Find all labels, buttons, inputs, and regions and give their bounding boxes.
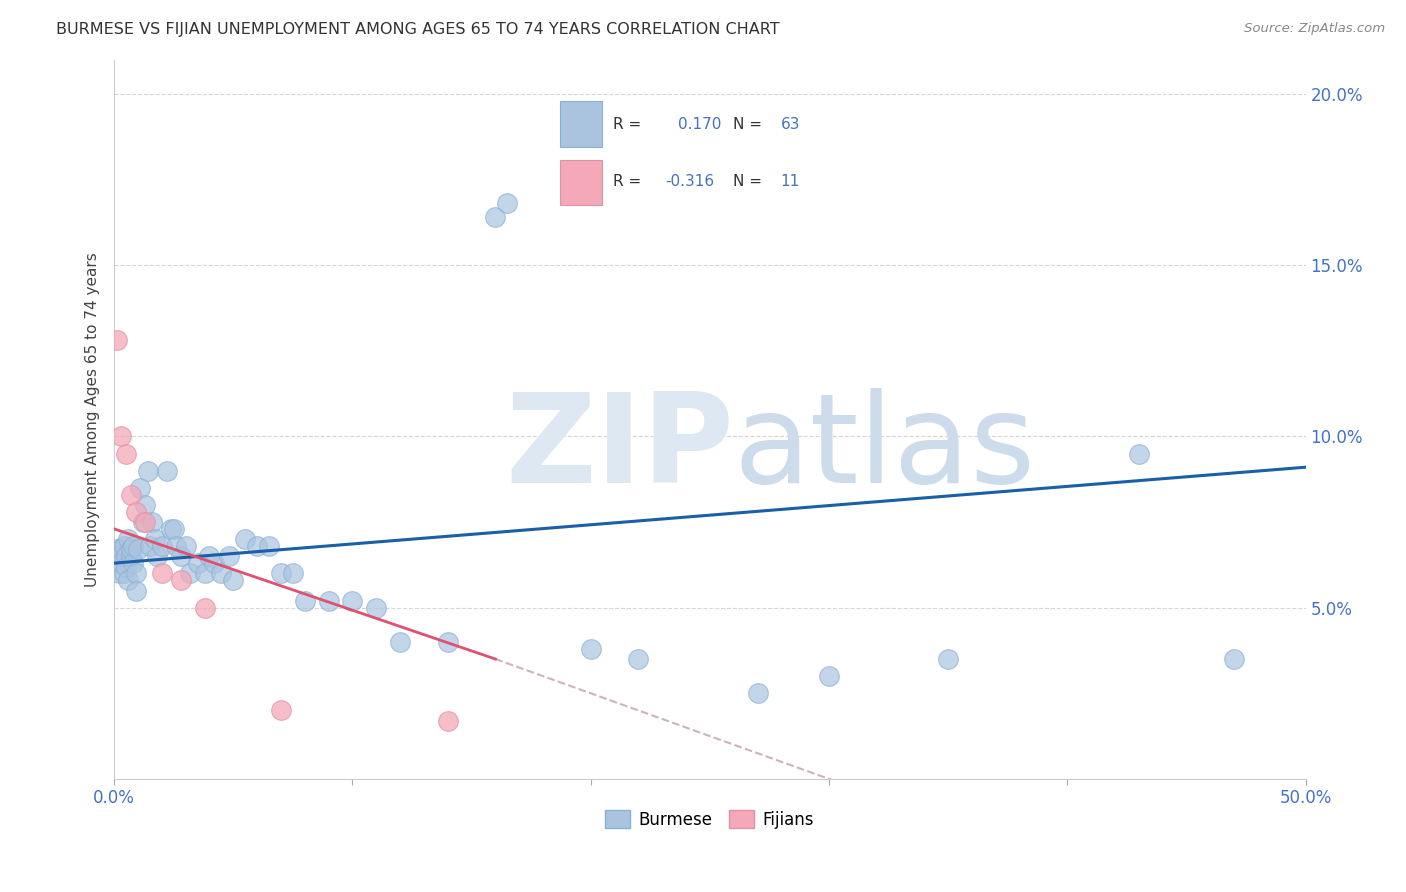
Point [209, 566, 232, 581]
Point [146, 549, 169, 564]
Point [132, 515, 155, 529]
Point [120, 488, 142, 502]
Point [270, 566, 292, 581]
Point [484, 210, 506, 224]
Legend: Burmese, Fijians: Burmese, Fijians [599, 804, 821, 835]
Point [1223, 652, 1246, 666]
Point [436, 635, 458, 649]
Point [194, 566, 217, 581]
Text: ZIP: ZIP [505, 387, 734, 508]
Point [143, 532, 166, 546]
Point [936, 652, 959, 666]
Point [139, 539, 162, 553]
Point [136, 464, 159, 478]
Y-axis label: Unemployment Among Ages 65 to 74 years: Unemployment Among Ages 65 to 74 years [86, 252, 100, 587]
Point [627, 652, 650, 666]
Point [246, 539, 269, 553]
Text: Source: ZipAtlas.com: Source: ZipAtlas.com [1244, 22, 1385, 36]
Point [174, 539, 197, 553]
Point [218, 549, 240, 564]
Point [124, 566, 146, 581]
Point [170, 549, 193, 564]
Point [366, 600, 388, 615]
Point [165, 539, 187, 553]
Text: atlas: atlas [734, 387, 1036, 508]
Point [124, 505, 146, 519]
Point [318, 594, 340, 608]
Point [110, 542, 132, 557]
Point [150, 566, 173, 581]
Text: BURMESE VS FIJIAN UNEMPLOYMENT AMONG AGES 65 TO 74 YEARS CORRELATION CHART: BURMESE VS FIJIAN UNEMPLOYMENT AMONG AGE… [56, 22, 780, 37]
Point [496, 196, 519, 211]
Point [194, 600, 217, 615]
Point [124, 583, 146, 598]
Point [170, 574, 193, 588]
Point [270, 703, 292, 717]
Point [389, 635, 412, 649]
Point [134, 515, 156, 529]
Point [187, 556, 209, 570]
Point [117, 574, 139, 588]
Point [110, 556, 132, 570]
Point [1128, 446, 1150, 460]
Point [150, 539, 173, 553]
Point [160, 522, 183, 536]
Point [122, 539, 145, 553]
Point [112, 539, 135, 553]
Point [120, 542, 142, 557]
Point [233, 532, 256, 546]
Point [105, 556, 128, 570]
Point [110, 429, 132, 443]
Point [105, 542, 128, 557]
Point [198, 549, 221, 564]
Point [818, 669, 841, 683]
Point [579, 641, 602, 656]
Point [141, 515, 163, 529]
Point [281, 566, 304, 581]
Point [105, 549, 128, 564]
Point [112, 566, 135, 581]
Point [342, 594, 364, 608]
Point [155, 464, 177, 478]
Point [108, 566, 131, 581]
Point [115, 549, 138, 564]
Point [129, 481, 152, 495]
Point [115, 559, 138, 574]
Point [747, 686, 769, 700]
Point [117, 532, 139, 546]
Point [134, 498, 156, 512]
Point [436, 714, 458, 728]
Point [120, 549, 142, 564]
Point [108, 549, 131, 564]
Point [127, 542, 149, 557]
Point [163, 522, 186, 536]
Point [257, 539, 280, 553]
Point [179, 566, 201, 581]
Point [105, 334, 128, 348]
Point [294, 594, 316, 608]
Point [115, 446, 138, 460]
Point [202, 556, 225, 570]
Point [222, 574, 245, 588]
Point [122, 556, 145, 570]
